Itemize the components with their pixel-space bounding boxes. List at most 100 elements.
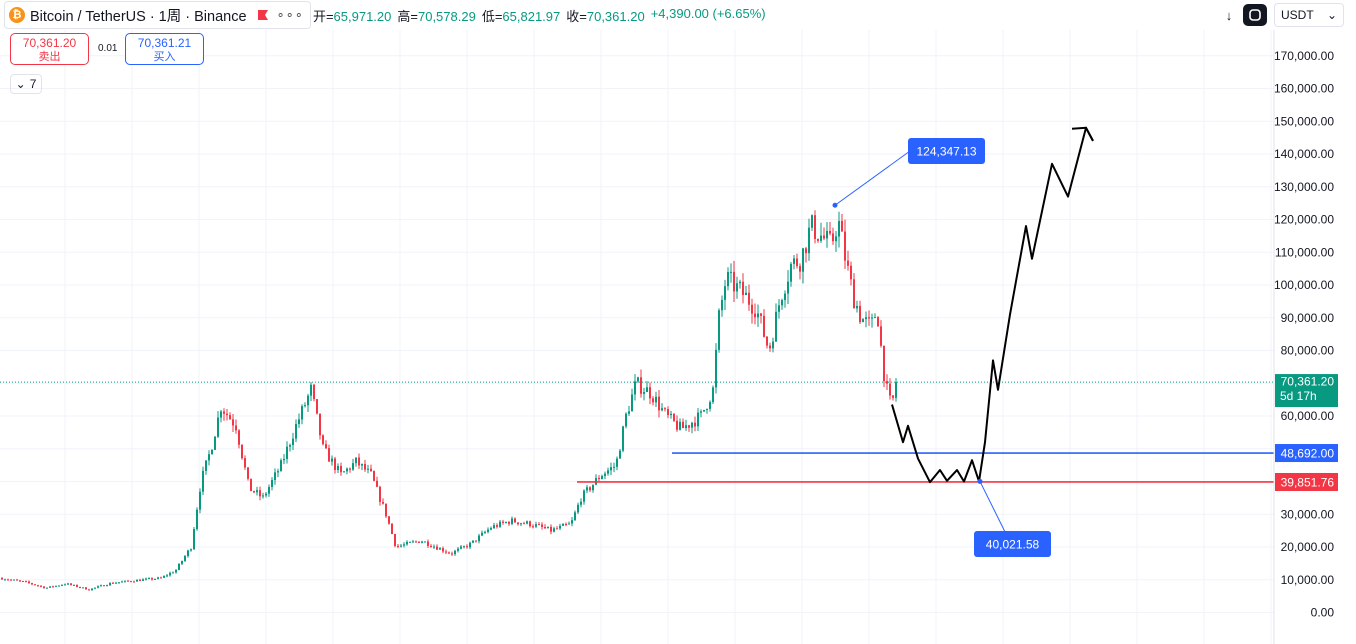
indicators-toggle[interactable]: ⌄ 7 <box>10 74 42 94</box>
candle-body <box>130 581 132 583</box>
candle-body <box>370 468 372 472</box>
fullscreen-icon[interactable] <box>1243 4 1267 26</box>
buy-price: 70,361.21 <box>137 36 192 50</box>
y-tick-label: 90,000.00 <box>1281 311 1335 325</box>
candle-body <box>757 313 759 318</box>
candle-body <box>295 424 297 439</box>
symbol-box[interactable]: ₿ Bitcoin / TetherUS · 1周 · Binance ∘∘∘ <box>4 1 311 29</box>
candle-body <box>307 395 309 406</box>
candle-body <box>817 238 819 241</box>
projection-path <box>891 126 1094 484</box>
candle-body <box>274 472 276 480</box>
candle-body <box>715 349 717 388</box>
y-tick-label: 60,000.00 <box>1281 409 1335 423</box>
sell-button[interactable]: 70,361.20 卖出 <box>10 33 89 65</box>
candle-body <box>763 315 765 337</box>
candle-body <box>481 532 483 536</box>
candle-body <box>748 292 750 305</box>
candle-body <box>676 420 678 430</box>
candle-body <box>349 468 351 470</box>
candle-body <box>49 586 51 588</box>
y-tick-label: 130,000.00 <box>1274 180 1334 194</box>
candle-body <box>19 580 21 582</box>
currency-select[interactable]: USDT ⌄ <box>1274 3 1344 27</box>
more-options-icon[interactable]: ∘∘∘ <box>276 7 304 22</box>
candle-body <box>298 419 300 425</box>
candle-body <box>874 317 876 319</box>
candle-body <box>535 524 537 527</box>
candle-body <box>652 398 654 403</box>
candle-body <box>628 411 630 414</box>
candle-body <box>100 585 102 587</box>
buy-button[interactable]: 70,361.21 买入 <box>125 33 204 65</box>
grid <box>0 30 1274 644</box>
candle-body <box>82 587 84 589</box>
ohlc-high: 高=70,578.29 <box>397 8 476 24</box>
candle-body <box>94 587 96 589</box>
callout-box[interactable] <box>908 138 985 164</box>
y-tick-label: 110,000.00 <box>1275 245 1334 259</box>
candle-body <box>775 311 777 342</box>
candle-body <box>877 317 879 327</box>
candle-body <box>424 541 426 543</box>
candle-body <box>703 409 705 412</box>
candle-body <box>316 399 318 414</box>
candle-body <box>250 478 252 492</box>
candle-body <box>820 235 822 241</box>
candle-body <box>22 580 24 582</box>
candle-body <box>106 585 108 587</box>
candle-body <box>64 584 66 586</box>
projection-line[interactable] <box>891 126 1094 484</box>
candle-body <box>586 487 588 491</box>
candle-body <box>886 381 888 384</box>
candle-body <box>679 421 681 430</box>
candle-body <box>415 541 417 543</box>
candle-body <box>847 260 849 266</box>
candle-body <box>160 577 162 579</box>
candle-body <box>55 585 57 587</box>
y-tick-label: 160,000.00 <box>1274 82 1334 96</box>
candle-body <box>673 413 675 421</box>
candle-body <box>205 460 207 471</box>
candle-body <box>721 299 723 311</box>
candle-body <box>601 476 603 480</box>
candle-body <box>406 541 408 545</box>
candle-body <box>520 523 522 525</box>
candle-body <box>217 417 219 437</box>
candle-body <box>658 396 660 411</box>
candle-body <box>712 387 714 403</box>
candle-body <box>766 336 768 346</box>
candle-body <box>871 317 873 319</box>
candle-body <box>433 546 435 548</box>
candle-body <box>709 402 711 409</box>
y-tick-label: 10,000.00 <box>1281 573 1335 587</box>
candle-body <box>865 317 867 320</box>
candle-body <box>376 480 378 487</box>
sell-label: 卖出 <box>38 51 61 63</box>
sell-price: 70,361.20 <box>22 36 77 50</box>
candle-body <box>517 522 519 525</box>
flag-icon[interactable] <box>257 9 269 21</box>
price-axis[interactable]: 0.0010,000.0020,000.0030,000.0040,000.00… <box>1273 30 1338 644</box>
candle-body <box>211 449 213 455</box>
y-tick-label: 170,000.00 <box>1274 49 1334 63</box>
candle-body <box>271 479 273 488</box>
candle-body <box>580 501 582 505</box>
candle-body <box>490 528 492 530</box>
symbol-title: Bitcoin / TetherUS · 1周 · Binance <box>30 8 247 25</box>
candle-body <box>127 580 129 582</box>
candle-body <box>226 413 228 416</box>
candle-body <box>685 425 687 429</box>
last-price-tag <box>1275 374 1338 408</box>
callout-box[interactable] <box>974 531 1051 557</box>
spread-value: 0.01 <box>98 43 118 54</box>
candle-body <box>700 411 702 413</box>
candle-body <box>61 584 63 586</box>
candle-body <box>118 582 120 584</box>
candle-body <box>616 458 618 467</box>
download-icon[interactable]: ↓ <box>1225 7 1233 23</box>
candle-body <box>301 406 303 420</box>
candle-body <box>136 579 138 582</box>
candle-body <box>328 448 330 462</box>
